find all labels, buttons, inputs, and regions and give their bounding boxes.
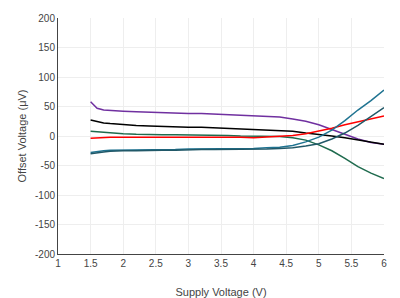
svg-text:6: 6 — [381, 258, 387, 269]
svg-text:3.5: 3.5 — [214, 258, 228, 269]
svg-text:Supply Voltage (V): Supply Voltage (V) — [175, 286, 266, 298]
svg-text:5.5: 5.5 — [344, 258, 358, 269]
svg-text:Offset Voltage (μV): Offset Voltage (μV) — [16, 90, 28, 183]
svg-text:-100: -100 — [35, 190, 55, 201]
svg-text:50: 50 — [44, 101, 56, 112]
svg-text:4: 4 — [251, 258, 257, 269]
svg-text:2: 2 — [120, 258, 126, 269]
svg-text:200: 200 — [38, 13, 55, 24]
svg-text:0: 0 — [49, 131, 55, 142]
svg-text:1.5: 1.5 — [84, 258, 98, 269]
svg-text:150: 150 — [38, 42, 55, 53]
svg-text:100: 100 — [38, 72, 55, 83]
svg-text:4.5: 4.5 — [279, 258, 293, 269]
svg-text:-150: -150 — [35, 219, 55, 230]
svg-text:2.5: 2.5 — [149, 258, 163, 269]
svg-text:1: 1 — [55, 258, 61, 269]
svg-text:-200: -200 — [35, 249, 55, 260]
svg-text:5: 5 — [316, 258, 322, 269]
svg-text:-50: -50 — [41, 160, 56, 171]
svg-text:3: 3 — [186, 258, 192, 269]
